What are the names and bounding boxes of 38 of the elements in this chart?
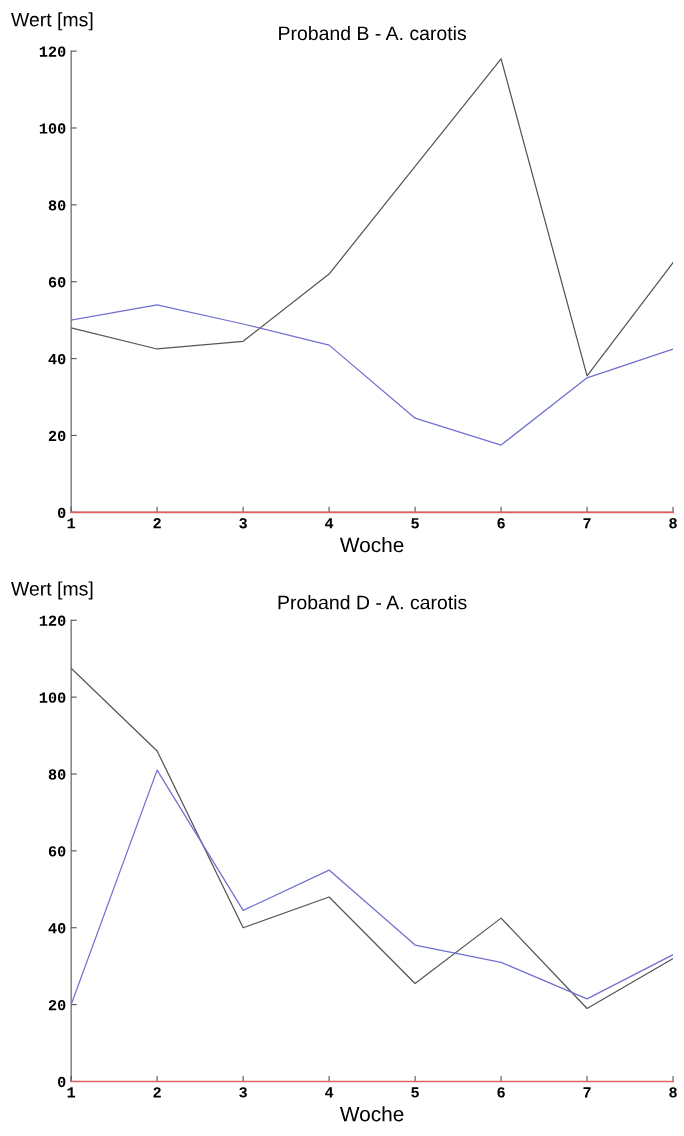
- x-axis-title: Woche: [339, 536, 404, 553]
- y-axis-title: Wert [ms]: [11, 12, 93, 31]
- y-tick-label: 20: [48, 999, 66, 1011]
- y-tick-label: 20: [48, 430, 66, 442]
- y-tick-label: 120: [39, 46, 66, 57]
- y-tick-label: 80: [48, 200, 66, 211]
- y-tick-label: 40: [48, 353, 66, 365]
- y-tick-label: 100: [39, 692, 66, 703]
- y-tick-label: 40: [48, 923, 66, 934]
- y-tick-label: 0: [57, 1076, 66, 1088]
- line-series: [71, 304, 674, 446]
- x-tick-label: 4: [325, 518, 334, 529]
- x-tick-label: 5: [411, 518, 419, 529]
- x-tick-label: 4: [325, 1087, 334, 1098]
- x-tick-label: 5: [411, 1087, 419, 1098]
- x-tick-label: 7: [583, 518, 591, 529]
- x-tick-label: 7: [583, 1087, 591, 1098]
- chart-title: Proband B - A. carotis: [279, 25, 466, 41]
- x-tick-label: 6: [497, 1087, 505, 1098]
- x-tick-label: 3: [239, 1087, 247, 1098]
- y-axis-title: Wert [ms]: [11, 581, 93, 600]
- x-axis-title: Woche: [339, 1106, 404, 1122]
- x-tick-label: 8: [669, 518, 677, 529]
- x-tick-label: 2: [153, 518, 161, 529]
- y-tick-label: 60: [48, 846, 66, 857]
- x-tick-label: 8: [669, 1087, 677, 1098]
- line-series: [71, 769, 674, 1006]
- y-tick-label: 0: [57, 507, 66, 519]
- x-tick-label: 3: [239, 518, 247, 529]
- y-tick-label: 60: [48, 277, 66, 288]
- y-tick-label: 120: [39, 615, 66, 626]
- x-tick-label: 2: [153, 1087, 161, 1098]
- y-tick-label: 80: [48, 769, 66, 780]
- chart-title: Proband D - A. carotis: [278, 595, 467, 610]
- x-tick-label: 6: [497, 518, 505, 529]
- y-tick-label: 100: [39, 123, 66, 134]
- x-tick-label: 1: [67, 1087, 76, 1098]
- x-tick-label: 1: [67, 518, 76, 529]
